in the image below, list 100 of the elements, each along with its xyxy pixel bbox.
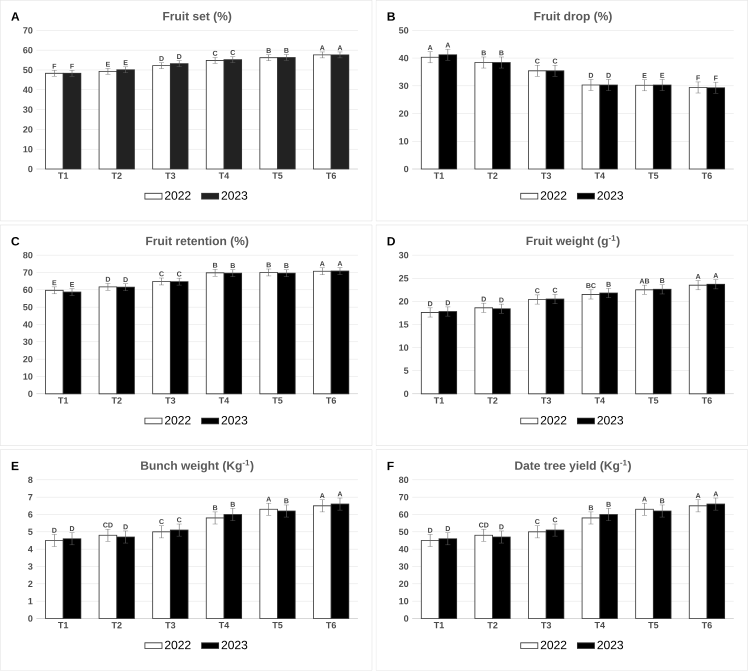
y-tick-label: 70 xyxy=(399,494,408,501)
y-tick-label: 70 xyxy=(23,269,32,276)
y-tick-label: 60 xyxy=(398,511,408,518)
x-tick-label: T6 xyxy=(326,398,336,404)
x-tick-label: T5 xyxy=(648,622,658,629)
y-tick-label: 0 xyxy=(28,390,32,398)
x-tick-label: T2 xyxy=(487,622,498,628)
text: D xyxy=(388,237,395,246)
x-tick-label: T4 xyxy=(218,172,230,179)
y-tick-label: 5 xyxy=(404,368,408,374)
chart-title: Fruit retention (%) xyxy=(146,236,248,248)
x-tick-label: T3 xyxy=(165,172,176,180)
legend-label: 2022 xyxy=(540,191,566,200)
y-tick-label: 1 xyxy=(28,598,33,604)
x-tick-label: T6 xyxy=(702,398,712,404)
x-tick-label: T5 xyxy=(648,172,658,180)
x-tick-label: T6 xyxy=(702,172,712,180)
y-tick-label: 50 xyxy=(398,528,408,536)
y-tick-label: 80 xyxy=(23,252,32,259)
x-tick-label: T4 xyxy=(594,172,605,179)
y-tick-label: 40 xyxy=(22,321,32,328)
legend-label: 2023 xyxy=(222,640,248,650)
x-tick-label: T5 xyxy=(272,398,283,404)
text: F xyxy=(388,462,394,470)
y-tick-label: 6 xyxy=(28,511,33,518)
y-tick-label: 60 xyxy=(23,47,32,54)
x-tick-label: T3 xyxy=(541,398,552,404)
x-tick-label: T4 xyxy=(218,622,230,628)
legend-label: 2023 xyxy=(597,191,624,200)
x-tick-label: T4 xyxy=(218,398,230,404)
x-tick-label: T2 xyxy=(112,172,122,180)
text: B xyxy=(388,12,395,21)
x-tick-label: T1 xyxy=(434,622,444,628)
x-tick-label: T2 xyxy=(487,172,498,180)
legend-label: 2023 xyxy=(222,191,248,200)
x-tick-label: T1 xyxy=(434,172,444,179)
y-tick-label: 7 xyxy=(28,494,32,500)
y-tick-label: 50 xyxy=(23,66,32,74)
y-tick-label: 20 xyxy=(398,580,408,588)
x-tick-label: T5 xyxy=(272,172,283,180)
legend-label: 2022 xyxy=(165,416,191,425)
y-tick-label: 4 xyxy=(28,546,33,552)
x-tick-label: T1 xyxy=(58,172,68,179)
text: E xyxy=(12,462,19,470)
text: A xyxy=(11,12,20,21)
legend-label: 2022 xyxy=(540,640,566,650)
y-tick-label: 0 xyxy=(28,615,32,622)
legend-label: 2022 xyxy=(165,640,191,650)
y-tick-label: 5 xyxy=(28,528,33,536)
y-tick-label: 15 xyxy=(399,322,408,328)
y-tick-label: 10 xyxy=(399,138,408,145)
y-tick-label: 20 xyxy=(23,356,32,363)
x-tick-label: T6 xyxy=(326,172,336,180)
legend-label: 2022 xyxy=(540,416,566,425)
y-tick-label: 10 xyxy=(23,146,32,153)
x-tick-label: T2 xyxy=(112,398,122,404)
x-tick-label: T5 xyxy=(648,398,658,404)
chart-title: Fruit drop (%) xyxy=(534,12,612,24)
chart-title: Fruit set (%) xyxy=(163,12,232,24)
legend-label: 2023 xyxy=(597,640,624,650)
y-tick-label: 40 xyxy=(398,55,408,62)
y-tick-label: 30 xyxy=(398,82,408,90)
y-tick-label: 30 xyxy=(23,106,32,113)
x-tick-label: T5 xyxy=(272,622,283,629)
chart-title: Date tree yield (Kg$^{-1}$) xyxy=(515,460,631,472)
x-tick-label: T1 xyxy=(58,398,68,404)
y-tick-label: 40 xyxy=(398,546,408,553)
legend-label: 2023 xyxy=(597,416,624,425)
y-tick-label: 20 xyxy=(23,126,32,133)
x-tick-label: T4 xyxy=(594,622,605,628)
x-tick-label: T6 xyxy=(326,622,336,629)
x-tick-label: T3 xyxy=(165,622,176,629)
x-tick-label: T3 xyxy=(541,172,552,180)
y-tick-label: 0 xyxy=(28,166,32,172)
legend-label: 2022 xyxy=(165,191,191,200)
y-tick-label: 3 xyxy=(28,563,33,570)
x-tick-label: T2 xyxy=(112,622,122,628)
y-tick-label: 50 xyxy=(398,27,408,34)
x-tick-label: T2 xyxy=(487,398,498,404)
y-tick-label: 50 xyxy=(23,304,32,311)
x-tick-label: T1 xyxy=(58,622,68,628)
y-tick-label: 8 xyxy=(28,476,33,484)
chart-title: Bunch weight (Kg$^{-1}$) xyxy=(141,460,254,472)
y-tick-label: 60 xyxy=(23,286,32,294)
x-tick-label: T3 xyxy=(165,398,176,404)
y-tick-label: 10 xyxy=(23,373,32,380)
y-tick-label: 0 xyxy=(404,390,408,398)
y-tick-label: 30 xyxy=(398,563,408,570)
legend-label: 2023 xyxy=(222,416,248,425)
x-tick-label: T4 xyxy=(594,398,605,404)
y-tick-label: 20 xyxy=(398,298,408,305)
y-tick-label: 0 xyxy=(404,166,408,172)
y-tick-label: 0 xyxy=(404,615,408,622)
x-tick-label: T1 xyxy=(434,398,444,404)
x-tick-label: T3 xyxy=(541,622,552,629)
y-tick-label: 40 xyxy=(22,86,32,94)
x-tick-label: T6 xyxy=(702,622,712,629)
text: C xyxy=(11,237,20,246)
y-tick-label: 30 xyxy=(23,338,32,346)
y-tick-label: 10 xyxy=(399,598,408,605)
